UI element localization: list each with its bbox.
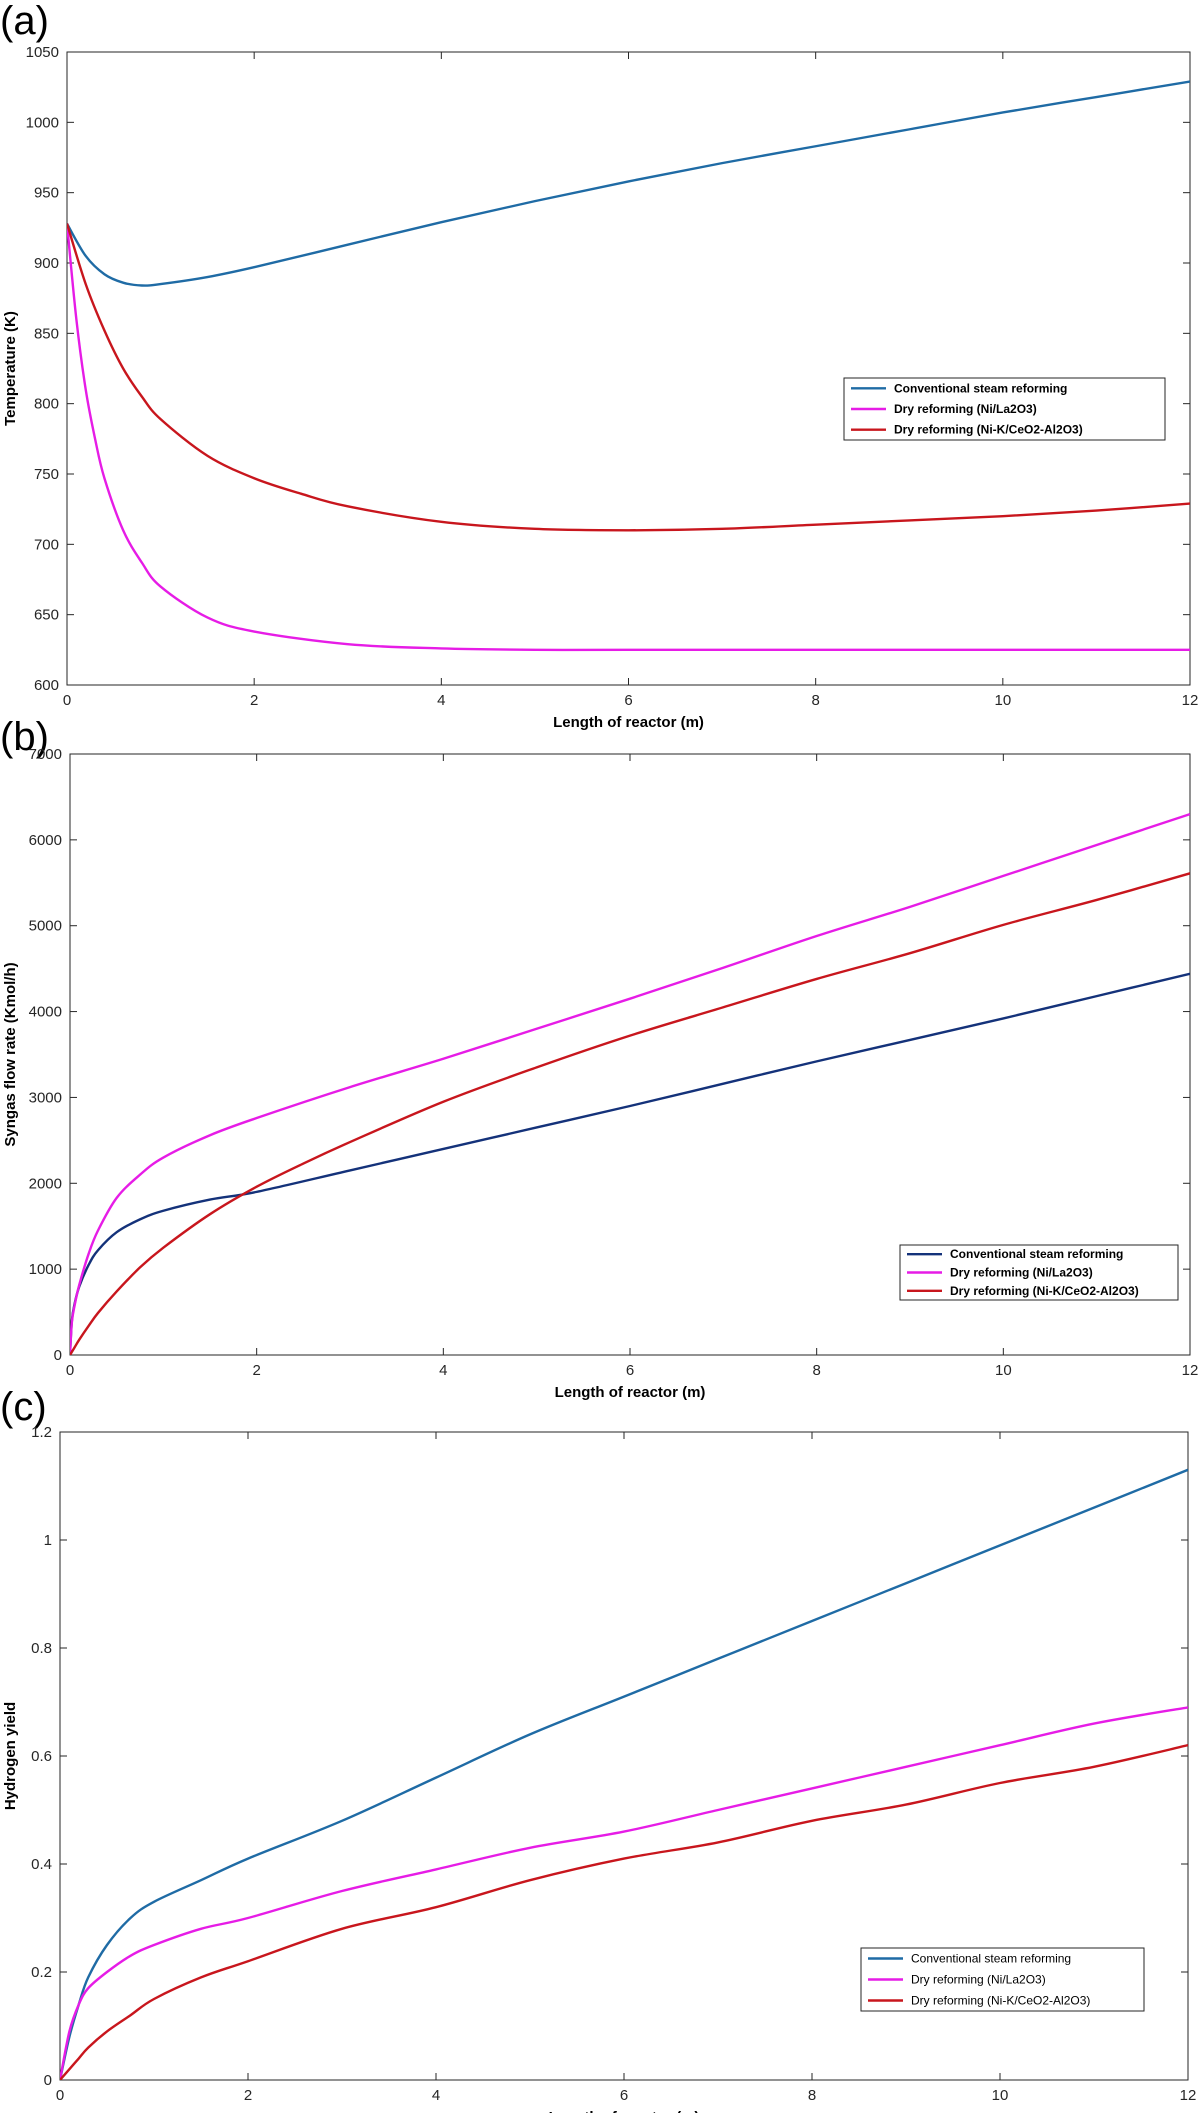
x-tick-label: 10	[995, 1362, 1012, 1379]
y-tick-label: 0	[54, 1347, 62, 1364]
panel-label: (c)	[0, 1385, 47, 1429]
x-tick-label: 8	[811, 692, 819, 709]
y-tick-label: 0	[44, 2072, 52, 2089]
series-line-2	[70, 812, 1190, 1355]
y-tick-label: 4000	[29, 1004, 62, 1021]
chart-panel-3: (c) 0 2 4 6 8 10 12 0 0.2 0.4 0.6 0.8 1 1.2 Length of r…	[0, 1385, 1196, 2113]
x-tick-label: 6	[624, 692, 632, 709]
series-line-3	[70, 872, 1190, 1355]
x-axis-title: Length of reactor (m)	[555, 1384, 706, 1401]
legend-label: Dry reforming (Ni-K/CeO2-Al2O3)	[911, 1994, 1090, 2008]
x-tick-label: 6	[620, 2087, 628, 2104]
series-line-1	[67, 80, 1190, 287]
legend: Conventional steam reforming Dry reformin…	[860, 1947, 1145, 2012]
y-tick-label: 950	[34, 185, 59, 202]
x-tick-label: 2	[250, 692, 258, 709]
y-tick-label: 650	[34, 607, 59, 624]
y-tick-label: 700	[34, 536, 59, 553]
x-tick-label: 12	[1180, 2087, 1197, 2104]
x-tick-label: 0	[66, 1362, 74, 1379]
y-tick-label: 2000	[29, 1175, 62, 1192]
x-tick-label: 0	[63, 692, 71, 709]
y-tick-label: 0.4	[31, 1856, 52, 1873]
y-tick-label: 1.2	[31, 1424, 52, 1441]
y-axis-title: Hydrogen yield	[2, 1702, 19, 1810]
x-tick-label: 2	[252, 1362, 260, 1379]
y-tick-label: 0.6	[31, 1748, 52, 1765]
y-tick-label: 6000	[29, 832, 62, 849]
legend-box	[843, 377, 1166, 441]
y-axis-title: Temperature (K)	[2, 311, 19, 426]
x-tick-label: 12	[1182, 692, 1199, 709]
chart-panel-1: (a) 0 2 4 6 8 10 12 600 650 700 750 800 850 900 950 1000…	[0, 0, 1198, 731]
series-line-1	[70, 972, 1190, 1355]
y-tick-label: 750	[34, 466, 59, 483]
y-tick-label: 800	[34, 396, 59, 413]
x-tick-label: 4	[439, 1362, 447, 1379]
y-tick-label: 0.2	[31, 1964, 52, 1981]
x-axis-title: Length of reactor (m)	[549, 2109, 700, 2113]
y-tick-label: 7000	[29, 746, 62, 763]
y-tick-label: 5000	[29, 918, 62, 935]
x-tick-label: 10	[992, 2087, 1009, 2104]
legend-label: Dry reforming (Ni/La2O3)	[894, 402, 1037, 416]
series-line-1	[60, 1468, 1188, 2080]
chart-panel-2: (b) 0 2 4 6 8 10 12 0 1000 2000 3000 4000 5000 6000 700…	[0, 715, 1198, 1401]
y-tick-label: 1050	[26, 44, 59, 61]
y-tick-label: 1000	[29, 1261, 62, 1278]
legend-label: Conventional steam reforming	[911, 1952, 1071, 1966]
x-tick-label: 8	[808, 2087, 816, 2104]
x-axis-title: Length of reactor (m)	[553, 714, 704, 731]
x-tick-label: 2	[244, 2087, 252, 2104]
y-tick-label: 900	[34, 255, 59, 272]
x-tick-label: 0	[56, 2087, 64, 2104]
series-line-3	[60, 1744, 1188, 2080]
legend-label: Dry reforming (Ni/La2O3)	[950, 1266, 1093, 1280]
legend-label: Conventional steam reforming	[950, 1247, 1123, 1261]
legend-box	[899, 1244, 1179, 1301]
legend-label: Conventional steam reforming	[894, 381, 1067, 395]
panel-label: (b)	[0, 715, 49, 759]
y-axis-title: Syngas flow rate (Kmol/h)	[2, 962, 19, 1146]
legend-box	[860, 1947, 1145, 2012]
x-tick-label: 10	[994, 692, 1011, 709]
x-tick-label: 8	[812, 1362, 820, 1379]
legend-label: Dry reforming (Ni-K/CeO2-Al2O3)	[950, 1284, 1139, 1298]
series-line-2	[67, 223, 1190, 652]
y-tick-label: 600	[34, 677, 59, 694]
x-tick-label: 6	[626, 1362, 634, 1379]
y-tick-label: 0.8	[31, 1640, 52, 1657]
series-line-2	[60, 1706, 1188, 2080]
legend-label: Dry reforming (Ni-K/CeO2-Al2O3)	[894, 423, 1083, 437]
legend: Conventional steam reforming Dry reformin…	[843, 377, 1166, 441]
legend-label: Dry reforming (Ni/La2O3)	[911, 1973, 1046, 1987]
legend: Conventional steam reforming Dry reformin…	[899, 1244, 1179, 1301]
x-tick-label: 12	[1182, 1362, 1199, 1379]
y-tick-label: 3000	[29, 1089, 62, 1106]
panel-label: (a)	[0, 0, 49, 43]
x-tick-label: 4	[437, 692, 445, 709]
y-tick-label: 850	[34, 325, 59, 342]
y-tick-label: 1000	[26, 114, 59, 131]
x-tick-label: 4	[432, 2087, 440, 2104]
series-line-3	[67, 223, 1190, 532]
y-tick-label: 1	[44, 1532, 52, 1549]
